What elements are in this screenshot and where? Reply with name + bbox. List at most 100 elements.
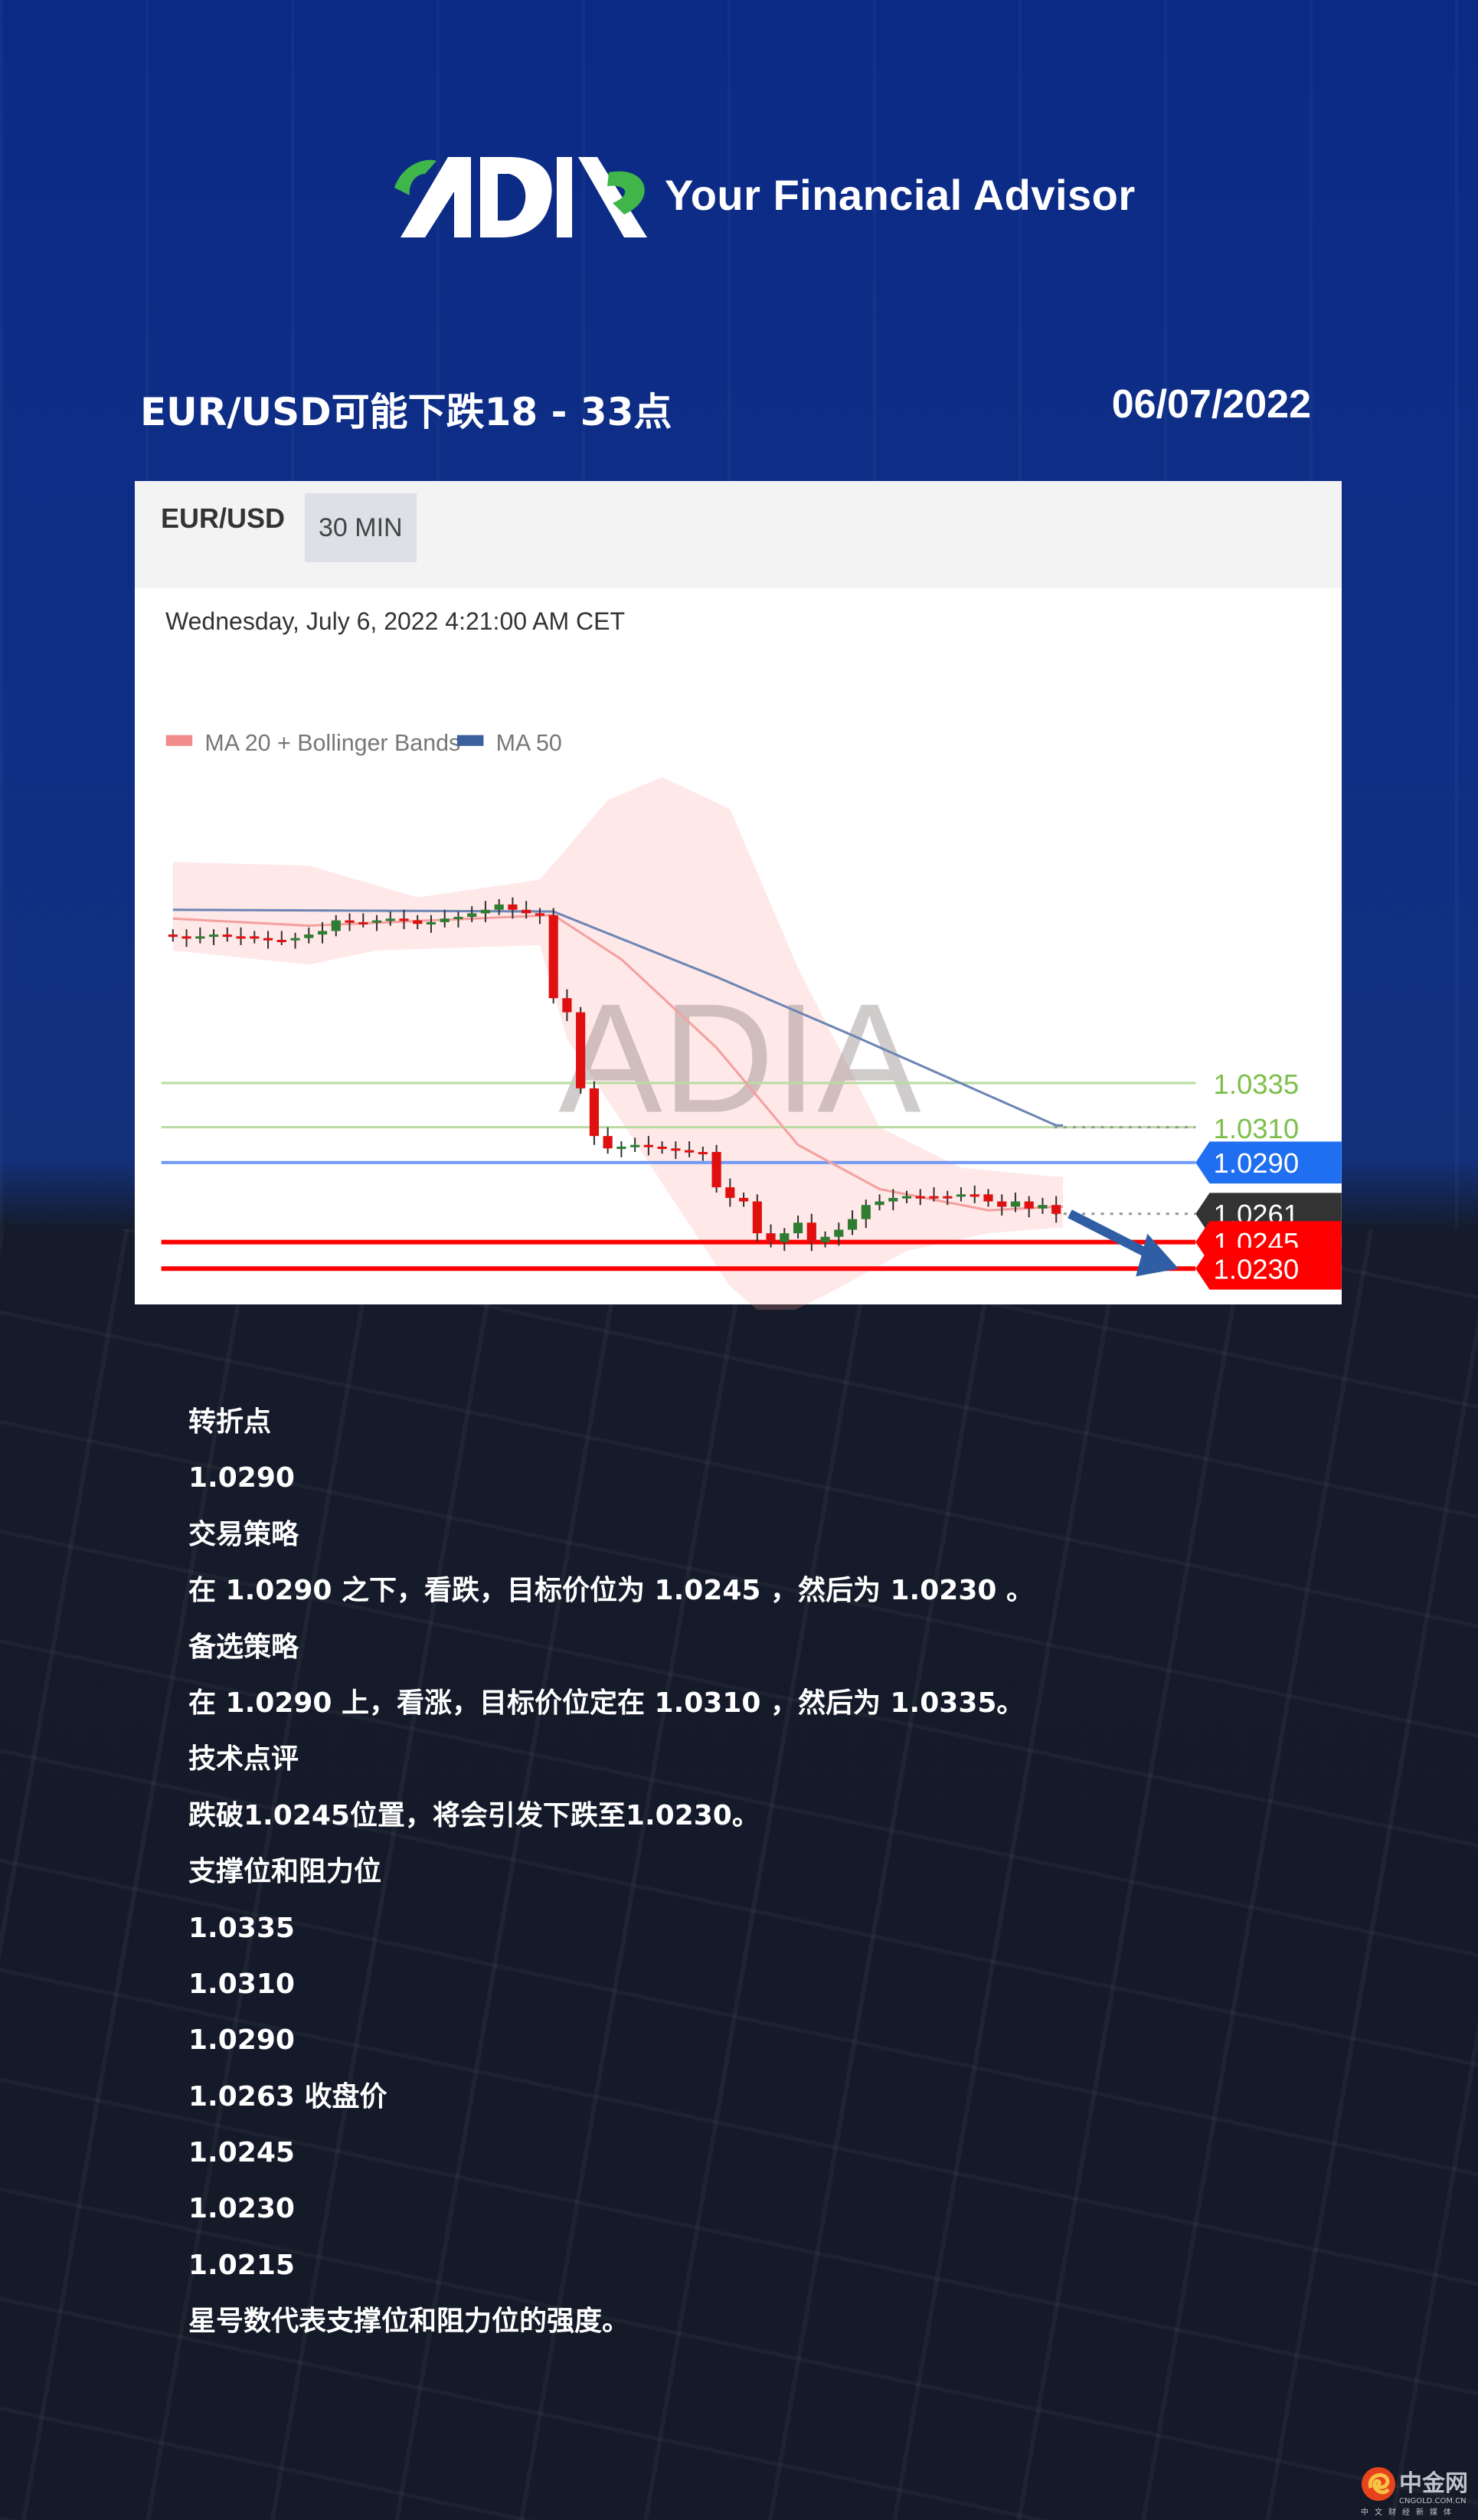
candle-body	[739, 1197, 749, 1202]
candle-body	[997, 1201, 1007, 1207]
candle-body	[725, 1187, 735, 1198]
candle-body	[317, 931, 328, 935]
analysis-line: 交易策略	[188, 1518, 299, 1550]
cngold-domain: CNGOLD.COM.CN	[1399, 2497, 1467, 2505]
candle-body	[494, 904, 504, 910]
candle-body	[181, 936, 191, 939]
candle-body	[834, 1229, 844, 1237]
cngold-name: 中金网	[1399, 2470, 1468, 2497]
level-tag-label-1.0230: 1.0230	[1214, 1253, 1300, 1285]
candle-body	[276, 939, 286, 943]
candle-body	[562, 998, 572, 1013]
analysis-line: 1.0335	[188, 1912, 295, 1944]
level-label-1.0310: 1.0310	[1214, 1113, 1300, 1144]
candle-body	[861, 1205, 871, 1219]
candle-body	[847, 1219, 858, 1230]
candle-body	[943, 1196, 953, 1199]
level-label-1.0335: 1.0335	[1214, 1069, 1300, 1100]
candle-body	[467, 913, 477, 917]
candle-body	[929, 1196, 939, 1199]
candle-body	[250, 936, 260, 939]
price-legend-swatch	[165, 735, 193, 746]
cngold-logo: 中金网 CNGOLD.COM.CN 中文财经新媒体	[1361, 2467, 1468, 2517]
candle-body	[793, 1222, 803, 1234]
price-legend-label: MA 50	[496, 730, 562, 756]
level-tag-label-1.0290: 1.0290	[1214, 1147, 1300, 1179]
price-legend-label: MA 20 + Bollinger Bands	[204, 730, 460, 756]
candle-body	[983, 1194, 993, 1202]
candle-body	[685, 1150, 695, 1153]
candle-body	[657, 1147, 667, 1150]
candle-body	[358, 921, 368, 925]
candle-body	[385, 918, 395, 921]
chart-timestamp: Wednesday, July 6, 2022 4:21:00 AM CET	[165, 607, 626, 635]
analysis-line: 转折点	[188, 1406, 272, 1438]
watermark: ADIA	[558, 970, 920, 1144]
analysis-line: 1.0245	[188, 2137, 295, 2169]
analysis-line: 星号数代表支撑位和阻力位的强度。	[188, 2306, 630, 2338]
candle-body	[875, 1201, 885, 1206]
candle-body	[413, 920, 423, 925]
candle-body	[222, 934, 232, 938]
analysis-line: 在 1.0290 之下，看跌，目标价位为 1.0245 ，然后为 1.0230 …	[188, 1575, 1034, 1607]
candle-body	[970, 1194, 979, 1197]
candle-body	[915, 1196, 925, 1199]
candle-body	[671, 1148, 681, 1151]
candle-body	[603, 1136, 613, 1149]
candle-body	[453, 916, 463, 920]
page-title: EUR/USD可能下跌18 - 33点	[140, 390, 672, 434]
analysis-line: 1.0215	[188, 2249, 295, 2281]
forecast-arrowhead	[1136, 1233, 1179, 1277]
candle-body	[535, 913, 545, 916]
analysis-line: 1.0263 收盘价	[188, 2080, 387, 2113]
chart-panel: EUR/USD 30 MIN Wednesday, July 6, 2022 4…	[135, 481, 1342, 1304]
candle-body	[522, 909, 531, 914]
candle-body	[548, 915, 558, 999]
candle-body	[236, 936, 246, 939]
analysis-line: 1.0290	[188, 2024, 295, 2057]
candle-body	[1051, 1205, 1061, 1214]
candle-body	[331, 920, 341, 931]
candle-body	[1038, 1205, 1048, 1209]
candle-body	[195, 936, 205, 939]
analysis-line: 支撑位和阻力位	[188, 1856, 382, 1888]
ma50-line	[172, 908, 1064, 1127]
candle-body	[698, 1151, 708, 1154]
adia-logo	[394, 157, 647, 237]
candle-body	[1010, 1201, 1021, 1207]
candle-body	[806, 1222, 816, 1242]
candle-body	[820, 1236, 830, 1242]
body-background	[0, 1229, 1478, 2520]
analysis-line: 1.0290	[188, 1462, 295, 1494]
tagline: Your Financial Advisor	[665, 171, 1136, 219]
candle-body	[371, 920, 382, 923]
candle-body	[168, 934, 178, 938]
candle-body	[508, 904, 518, 910]
chart-header: EUR/USD 30 MIN	[135, 481, 1342, 588]
analysis-text: 转折点 1.0290 交易策略在 1.0290 之下，看跌，目标价位为 1.0245…	[188, 1394, 1034, 2350]
candle-body	[752, 1201, 762, 1234]
level-tag-1.0290	[1195, 1141, 1342, 1184]
cngold-slogan: 中文财经新媒体	[1361, 2507, 1457, 2517]
candle-body	[263, 938, 273, 941]
analysis-line: 在 1.0290 上，看涨，目标价位定在 1.0310 ，然后为 1.0335。	[188, 1687, 1025, 1719]
candle-body	[399, 918, 409, 921]
price-legend-swatch	[456, 735, 484, 746]
symbol-label: EUR/USD	[161, 502, 286, 534]
timeframe-button[interactable]: 30 MIN	[305, 493, 417, 562]
candle-body	[589, 1088, 599, 1137]
candle-body	[956, 1194, 966, 1197]
analysis-line: 1.0310	[188, 1968, 295, 2000]
candle-body	[1024, 1201, 1034, 1209]
candle-body	[290, 938, 300, 941]
candle-body	[630, 1144, 640, 1147]
candle-body	[616, 1147, 626, 1150]
report-date: 06/07/2022	[1111, 382, 1311, 427]
analysis-line: 备选策略	[188, 1631, 299, 1663]
candle-body	[304, 934, 314, 938]
candle-body	[888, 1197, 898, 1202]
candle-body	[643, 1144, 653, 1147]
candle-body	[480, 909, 491, 914]
candle-body	[440, 918, 450, 922]
